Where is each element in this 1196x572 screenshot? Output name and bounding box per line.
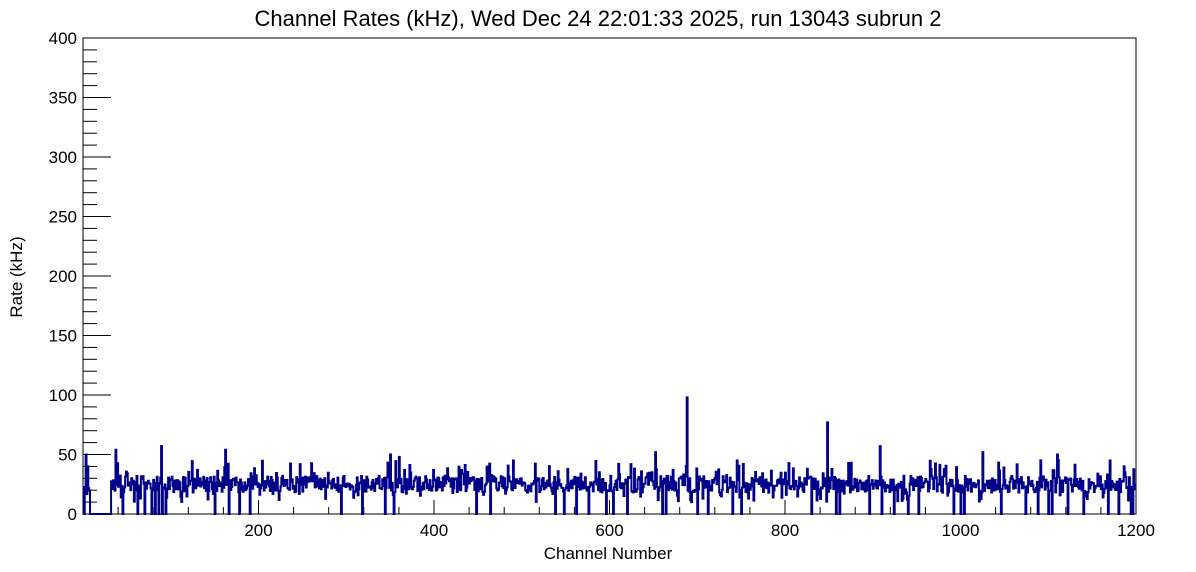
x-tick-label: 200	[244, 521, 272, 540]
y-tick-label: 300	[49, 148, 77, 167]
y-tick-label: 200	[49, 267, 77, 286]
tick-labels: 0 50 100 150 200 250 300 350 400 200 400 600 800 1000…	[49, 29, 1155, 540]
x-axis-label: Channel Number	[544, 544, 673, 563]
y-axis-label: Rate (kHz)	[7, 236, 26, 317]
x-tick-label: 1200	[1117, 521, 1155, 540]
x-tick-label: 400	[420, 521, 448, 540]
y-tick-label: 400	[49, 29, 77, 48]
chart-title: Channel Rates (kHz), Wed Dec 24 22:01:33…	[255, 6, 942, 31]
y-tick-label: 50	[58, 446, 77, 465]
x-tick-label: 800	[771, 521, 799, 540]
y-tick-label: 0	[68, 505, 77, 524]
y-tick-label: 350	[49, 89, 77, 108]
x-tick-label: 600	[595, 521, 623, 540]
plot-frame	[82, 37, 1137, 515]
axis-ticks	[83, 37, 1137, 515]
y-tick-label: 100	[49, 386, 77, 405]
y-tick-label: 250	[49, 208, 77, 227]
x-tick-label: 1000	[942, 521, 980, 540]
y-tick-label: 150	[49, 327, 77, 346]
series-line-channel-rates	[82, 396, 1137, 515]
